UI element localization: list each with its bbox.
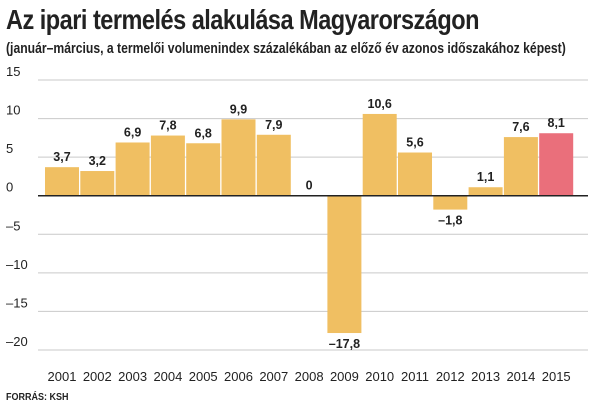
y-tick-label: 15 [6, 64, 20, 79]
value-label-2001: 3,7 [53, 150, 70, 164]
x-tick-label-2003: 2003 [118, 369, 147, 384]
chart-title: Az ipari termelés alakulása Magyarország… [6, 4, 479, 35]
bar-2009 [327, 195, 362, 334]
y-tick-label: –10 [6, 257, 28, 272]
bar-2002 [80, 171, 115, 196]
x-tick-label-2004: 2004 [153, 369, 182, 384]
x-axis: 2001 2002 2003 2004 2005 2006 2007 2008 2009 2010… [48, 369, 571, 384]
bar-2011 [398, 152, 432, 196]
bar-2006 [221, 119, 256, 196]
source-note: FORRÁS: KSH [6, 392, 69, 403]
x-tick-label-2001: 2001 [48, 369, 77, 384]
value-label-2012: –1,8 [438, 214, 462, 228]
grid-layer [38, 79, 588, 351]
value-label-2015: 8,1 [548, 116, 565, 130]
value-label-2009: –17,8 [329, 337, 360, 351]
y-tick-label: 5 [6, 141, 13, 156]
bar-layer [45, 113, 574, 334]
x-tick-label-2006: 2006 [224, 369, 253, 384]
y-tick-label: 10 [6, 103, 20, 118]
x-tick-label-2012: 2012 [436, 369, 465, 384]
bar-2015 [539, 133, 574, 196]
value-label-2002: 3,2 [89, 154, 106, 168]
value-label-2010: 10,6 [368, 97, 392, 111]
bar-2007 [256, 134, 291, 196]
y-axis: 15 10 5 0 –5 –10 –15 –20 [6, 64, 28, 349]
value-label-2006: 9,9 [230, 102, 247, 116]
bar-2003 [115, 142, 150, 196]
bar-2013 [468, 187, 503, 196]
x-tick-label-2014: 2014 [506, 369, 535, 384]
x-tick-label-2015: 2015 [542, 369, 571, 384]
x-tick-label-2011: 2011 [401, 369, 429, 384]
y-tick-label: 0 [6, 180, 13, 195]
value-label-2003: 6,9 [124, 125, 141, 139]
chart-subtitle: (január–március, a termelői volumenindex… [6, 41, 566, 57]
x-tick-label-2013: 2013 [471, 369, 500, 384]
bar-2005 [186, 143, 221, 196]
x-tick-label-2008: 2008 [295, 369, 324, 384]
y-tick-label: –5 [6, 218, 20, 233]
x-tick-label-2009: 2009 [330, 369, 359, 384]
value-label-2004: 7,8 [159, 119, 176, 133]
x-tick-label-2007: 2007 [259, 369, 288, 384]
bar-2004 [150, 135, 185, 196]
bar-2012 [433, 195, 468, 210]
y-tick-label: –20 [6, 334, 28, 349]
value-label-layer: 3,7 3,2 6,9 7,8 6,8 9,9 7,9 0 –17,8 10,6 5,6 –1,8 1,… [53, 97, 565, 351]
bar-2001 [45, 167, 79, 196]
value-label-2007: 7,9 [265, 118, 282, 132]
bar-2010 [362, 113, 397, 196]
value-label-2005: 6,8 [195, 126, 212, 140]
value-label-2013: 1,1 [477, 170, 494, 184]
value-label-2014: 7,6 [512, 120, 529, 134]
bar-2014 [503, 137, 538, 196]
value-label-2011: 5,6 [406, 136, 423, 150]
value-label-2008: 0 [306, 179, 313, 193]
x-tick-label-2010: 2010 [365, 369, 394, 384]
x-tick-label-2002: 2002 [83, 369, 112, 384]
x-tick-label-2005: 2005 [189, 369, 218, 384]
y-tick-label: –15 [6, 295, 28, 310]
